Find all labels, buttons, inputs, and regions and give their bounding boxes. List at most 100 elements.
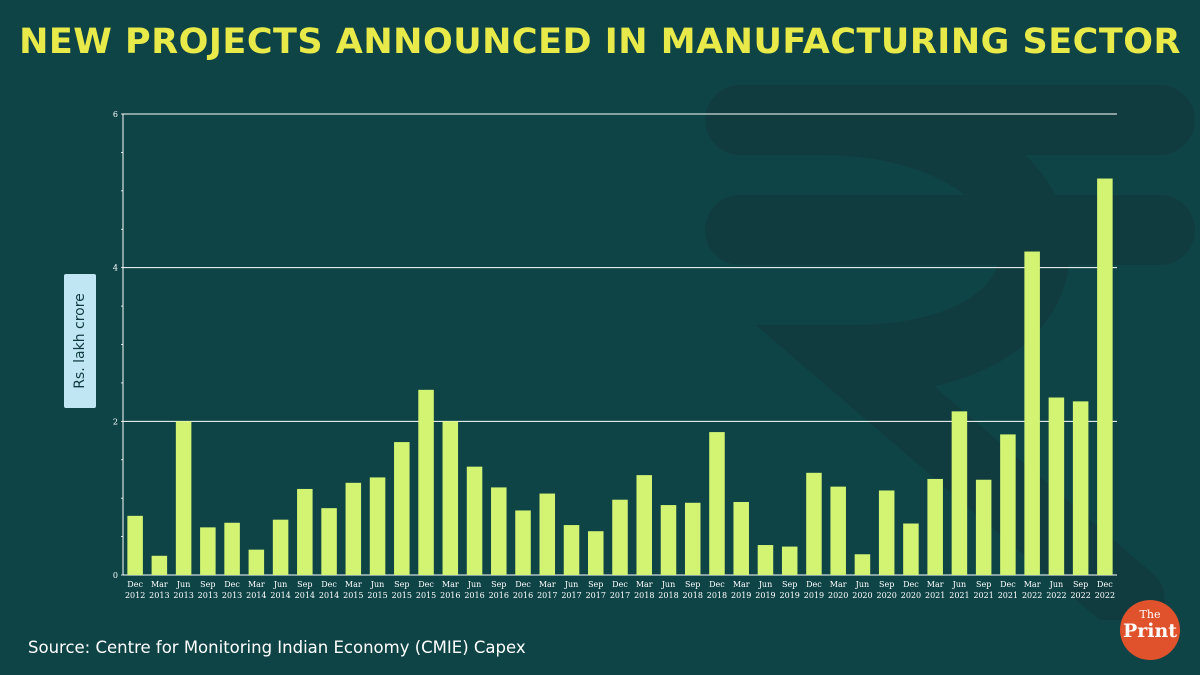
bar (345, 482, 362, 575)
x-tick-label: 2021 (925, 591, 945, 600)
x-tick-label: Jun (661, 580, 676, 589)
x-tick-label: Dec (321, 580, 337, 589)
x-tick-label: Dec (224, 580, 240, 589)
x-tick-label: 2014 (246, 591, 266, 600)
x-tick-label: 2022 (1046, 591, 1066, 600)
x-tick-label: 2016 (464, 591, 484, 600)
bar (297, 488, 313, 575)
bar (224, 522, 240, 575)
x-tick-label: 2020 (901, 591, 921, 600)
x-tick-label: Sep (1073, 580, 1088, 589)
x-tick-label: 2019 (755, 591, 775, 600)
bar (878, 490, 895, 575)
x-tick-label: Dec (1000, 580, 1016, 589)
x-tick-label: 2013 (173, 591, 193, 600)
bar (394, 442, 410, 575)
x-tick-label: Mar (636, 580, 653, 589)
bar (491, 487, 507, 575)
x-tick-label: 2016 (513, 591, 533, 600)
x-tick-label: 2016 (440, 591, 460, 600)
bar (733, 502, 749, 575)
bar (272, 519, 289, 575)
x-tick-label: 2020 (828, 591, 848, 600)
x-tick-label: 2019 (780, 591, 800, 600)
theprint-logo-icon: The Print (1120, 600, 1180, 660)
x-tick-label: Dec (709, 580, 725, 589)
bar (466, 466, 483, 575)
x-tick-label: Sep (200, 580, 215, 589)
bar (660, 505, 677, 575)
x-tick-label: Sep (297, 580, 312, 589)
bar (1000, 434, 1016, 575)
x-tick-label: Mar (442, 580, 459, 589)
x-tick-label: 2013 (222, 591, 242, 600)
x-tick-label: Mar (1024, 580, 1041, 589)
x-tick-label: Jun (758, 580, 773, 589)
x-tick-label: 2017 (610, 591, 630, 600)
bar (200, 527, 216, 575)
x-tick-label: Dec (903, 580, 919, 589)
x-tick-label: 2015 (367, 591, 387, 600)
bar (684, 502, 701, 575)
bar (757, 545, 774, 575)
y-tick-label: 4 (113, 264, 118, 273)
x-tick-label: 2019 (731, 591, 751, 600)
x-tick-label: Jun (564, 580, 579, 589)
x-tick-label: Dec (127, 580, 143, 589)
x-tick-label: Jun (370, 580, 385, 589)
x-tick-label: Mar (830, 580, 847, 589)
bar (612, 499, 628, 575)
bar (903, 523, 919, 575)
x-tick-label: 2019 (804, 591, 824, 600)
bar (1048, 397, 1065, 575)
bar (951, 411, 968, 575)
x-tick-label: Sep (491, 580, 506, 589)
x-tick-label: Mar (248, 580, 265, 589)
x-tick-label: 2021 (998, 591, 1018, 600)
bar (151, 555, 168, 575)
x-tick-label: 2013 (198, 591, 218, 600)
x-tick-label: Jun (1049, 580, 1064, 589)
x-tick-label: 2014 (319, 591, 339, 600)
bar (854, 554, 871, 575)
x-tick-label: Dec (806, 580, 822, 589)
x-tick-label: Mar (927, 580, 944, 589)
x-tick-label: Jun (176, 580, 191, 589)
bar (927, 478, 943, 575)
bar (418, 389, 434, 575)
bar (539, 493, 556, 575)
x-tick-label: 2013 (149, 591, 169, 600)
bar (709, 432, 725, 575)
x-tick-label: 2018 (707, 591, 727, 600)
bar (636, 475, 653, 575)
x-tick-label: 2022 (1070, 591, 1090, 600)
x-tick-label: 2020 (852, 591, 872, 600)
bar (830, 486, 846, 575)
x-tick-label: Mar (151, 580, 168, 589)
bar (175, 421, 192, 575)
x-tick-label: 2015 (392, 591, 412, 600)
x-tick-label: 2022 (1022, 591, 1042, 600)
x-tick-label: Sep (976, 580, 991, 589)
bar (781, 546, 798, 575)
bar (975, 479, 992, 575)
bar (806, 472, 822, 575)
bar (248, 549, 265, 575)
logo-the: The (1139, 608, 1161, 621)
x-tick-label: Mar (733, 580, 750, 589)
x-tick-label: 2015 (416, 591, 436, 600)
bar (321, 508, 337, 575)
x-tick-label: 2017 (586, 591, 606, 600)
x-tick-label: Jun (952, 580, 967, 589)
y-tick-label: 0 (113, 571, 118, 580)
bar (1072, 401, 1089, 575)
bar (1097, 178, 1113, 576)
x-tick-label: 2018 (683, 591, 703, 600)
y-tick-label: 6 (113, 110, 118, 119)
bar (587, 531, 604, 575)
x-tick-label: 2018 (658, 591, 678, 600)
x-tick-label: Sep (588, 580, 603, 589)
bar (442, 421, 459, 575)
x-tick-label: Dec (612, 580, 628, 589)
x-tick-label: Mar (345, 580, 362, 589)
